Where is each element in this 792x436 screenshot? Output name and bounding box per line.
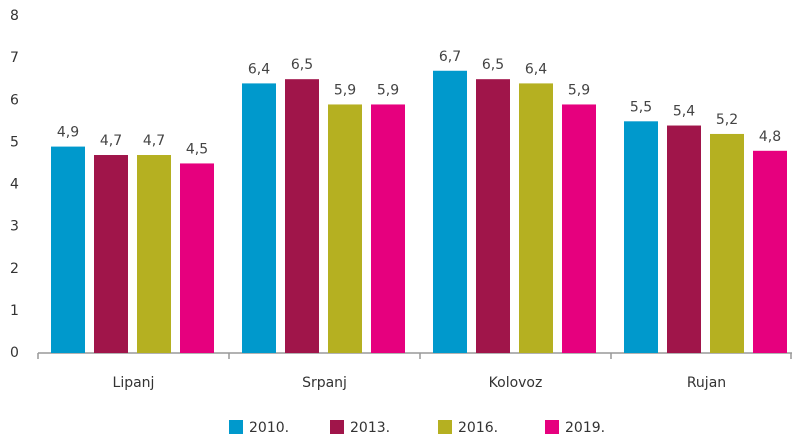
value-label: 6,7 [439, 49, 461, 65]
value-label: 4,9 [57, 125, 79, 141]
bar [562, 104, 596, 354]
bar [328, 104, 362, 354]
legend-label: 2013. [350, 420, 390, 436]
x-tick-label: Kolovoz [489, 375, 543, 391]
x-tick-label: Lipanj [113, 375, 155, 391]
bar [667, 125, 701, 354]
bar [242, 83, 276, 354]
y-tick-label: 0 [10, 345, 19, 361]
y-tick-label: 5 [10, 134, 19, 150]
value-label: 5,9 [568, 82, 590, 98]
value-label: 6,4 [248, 61, 270, 77]
bar [371, 104, 405, 354]
bar [137, 155, 171, 353]
bar [710, 133, 744, 353]
y-tick-label: 4 [10, 177, 19, 193]
value-label: 4,7 [100, 133, 122, 149]
y-tick-label: 7 [10, 50, 19, 66]
value-label: 5,2 [716, 112, 738, 128]
x-tick-label: Rujan [687, 375, 726, 391]
value-label: 4,7 [143, 133, 165, 149]
legend-swatch [229, 420, 243, 434]
bar [180, 163, 214, 353]
value-label: 6,4 [525, 61, 547, 77]
bar [753, 150, 787, 353]
y-tick-label: 6 [10, 92, 19, 108]
y-tick-label: 8 [10, 8, 19, 24]
value-label: 5,9 [377, 82, 399, 98]
legend-label: 2019. [565, 420, 605, 436]
bar [51, 146, 85, 353]
legend-label: 2010. [249, 420, 289, 436]
bar [624, 121, 658, 353]
y-tick-label: 1 [10, 303, 19, 319]
legend-swatch [545, 420, 559, 434]
bar [519, 83, 553, 354]
bar [433, 70, 467, 353]
y-tick-label: 3 [10, 219, 19, 235]
value-label: 4,5 [186, 141, 208, 157]
value-label: 6,5 [291, 57, 313, 73]
value-label: 4,8 [759, 129, 781, 145]
value-label: 5,4 [673, 104, 695, 120]
value-label: 6,5 [482, 57, 504, 73]
bar [476, 79, 510, 353]
value-label: 5,9 [334, 82, 356, 98]
bar [94, 155, 128, 353]
y-tick-label: 2 [10, 261, 19, 277]
legend-label: 2016. [458, 420, 498, 436]
legend-swatch [330, 420, 344, 434]
legend-swatch [438, 420, 452, 434]
bar [285, 79, 319, 353]
value-label: 5,5 [630, 99, 652, 115]
x-tick-label: Srpanj [302, 375, 347, 391]
